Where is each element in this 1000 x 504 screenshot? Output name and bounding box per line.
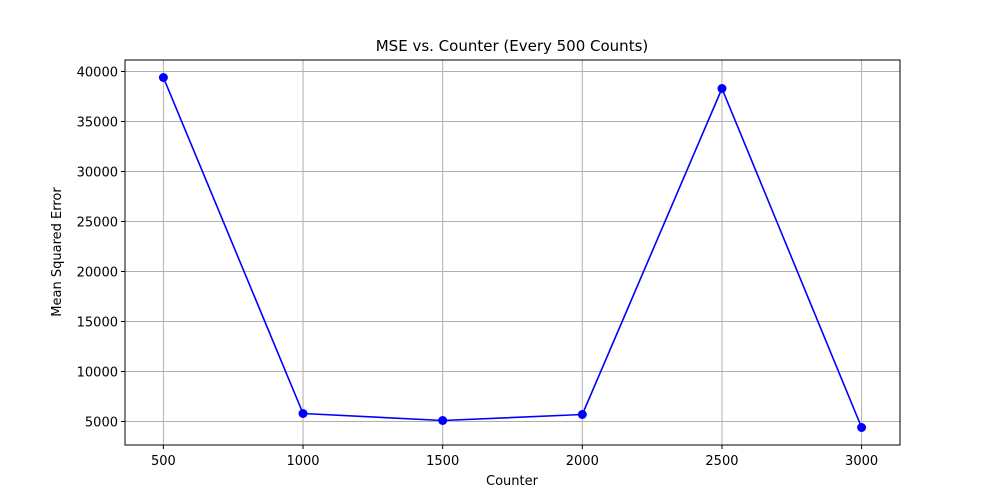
data-point	[717, 84, 727, 93]
y-axis-label: Mean Squared Error	[50, 187, 65, 317]
data-point	[158, 73, 168, 82]
series-layer	[158, 73, 867, 432]
y-tick-label: 5000	[85, 416, 118, 431]
series-line	[162, 77, 863, 428]
chart-title: MSE vs. Counter (Every 500 Counts)	[376, 37, 649, 55]
y-tick-label: 10000	[77, 366, 118, 381]
x-axis-label: Counter	[486, 474, 539, 489]
x-tick-label: 3000	[845, 454, 878, 469]
grid	[125, 60, 900, 445]
data-point	[298, 409, 308, 418]
ticks: 500 1000 1500 2000 2500 3000 5000 10000 15000 200…	[77, 66, 879, 470]
y-tick-label: 20000	[77, 266, 118, 281]
plot-area-frame	[124, 59, 901, 446]
x-tick-label: 2500	[705, 454, 738, 469]
y-tick-label: 15000	[77, 316, 118, 331]
y-tick-label: 35000	[77, 116, 118, 131]
data-point	[577, 410, 587, 419]
data-point	[438, 416, 448, 425]
y-tick-label: 30000	[77, 166, 118, 181]
data-point	[857, 423, 867, 432]
y-tick-label: 40000	[77, 66, 118, 81]
x-tick-label: 1000	[286, 454, 319, 469]
x-tick-label: 2000	[566, 454, 599, 469]
x-tick-label: 500	[151, 454, 176, 469]
x-tick-label: 1500	[426, 454, 459, 469]
y-tick-label: 25000	[77, 216, 118, 231]
